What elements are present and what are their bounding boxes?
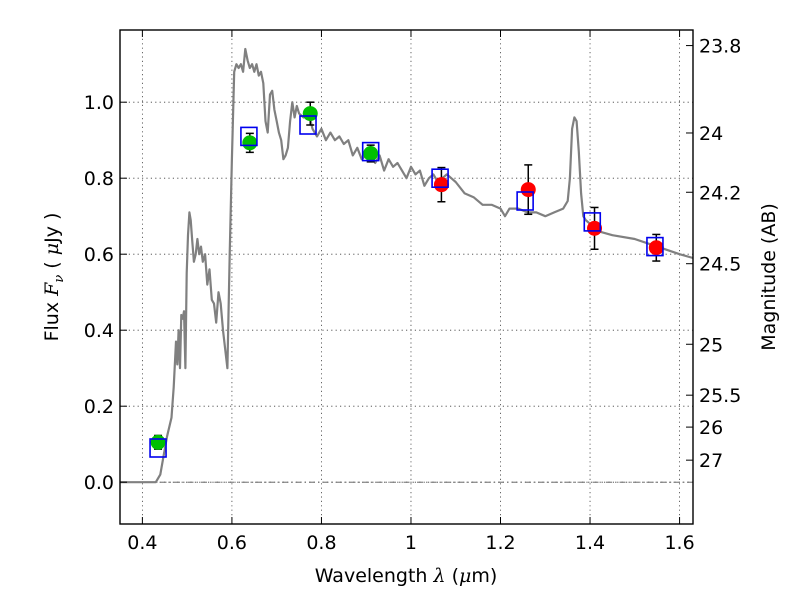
sed-model-series — [120, 47, 694, 484]
x-tick-label: 0.6 — [217, 532, 247, 554]
x-tick-label: 1.2 — [485, 532, 515, 554]
mag-tick-label: 24 — [699, 123, 723, 145]
model-square — [583, 212, 602, 232]
y-tick-label: 0.2 — [84, 396, 114, 418]
mag-tick-label: 24.2 — [699, 182, 741, 204]
x-tick-label: 1.4 — [575, 532, 605, 554]
nir-point — [587, 220, 603, 236]
x-tick-label: 1.6 — [664, 532, 694, 554]
error-bars — [154, 101, 661, 450]
optical-point — [242, 135, 258, 151]
nir-point — [433, 177, 449, 193]
mag-tick-label: 23.8 — [699, 36, 741, 58]
model-square — [149, 438, 167, 458]
x-axis-label: Wavelength λ (μm) — [315, 565, 498, 587]
model-square — [431, 168, 449, 188]
model-square — [299, 115, 317, 135]
y-tick-label: 0.0 — [84, 472, 114, 494]
optical-point — [302, 106, 318, 122]
x-tick-label: 1 — [405, 532, 417, 554]
model-square — [240, 126, 258, 147]
y-axis-label: Flux Fν ( μJy ) — [41, 213, 67, 342]
model-square — [646, 236, 664, 257]
axis-ticks — [120, 30, 693, 524]
y-tick-label: 1.0 — [84, 92, 114, 114]
sed-model-line — [120, 47, 694, 484]
x-tick-label: 0.4 — [127, 532, 157, 554]
optical-point — [363, 146, 379, 161]
mag-tick-label: 26 — [699, 417, 723, 439]
x-tick-label: 0.8 — [306, 532, 336, 554]
nir-point — [648, 240, 664, 256]
model-photometry-squares — [149, 115, 664, 458]
model-square — [361, 141, 380, 162]
y-tick-label: 0.4 — [84, 320, 114, 342]
y2-axis-label: Magnitude (AB) — [758, 203, 780, 351]
optical-point — [150, 434, 166, 450]
mag-tick-label: 27 — [699, 450, 723, 472]
observed-points — [150, 106, 664, 450]
plot-frame — [119, 29, 694, 525]
nir-point — [520, 182, 536, 198]
tick-labels: 0.4 0.6 0.8 1 1.2 1.4 1.6 0.0 0.2 0.4 0.6 0.8 1.0 23.… — [84, 36, 742, 554]
mag-tick-label: 24.5 — [699, 254, 741, 276]
mag-tick-label: 25.5 — [699, 385, 741, 407]
model-square — [516, 191, 534, 211]
y-tick-label: 0.8 — [84, 168, 114, 190]
mag-tick-label: 25 — [699, 334, 723, 356]
y-tick-label: 0.6 — [84, 244, 114, 266]
